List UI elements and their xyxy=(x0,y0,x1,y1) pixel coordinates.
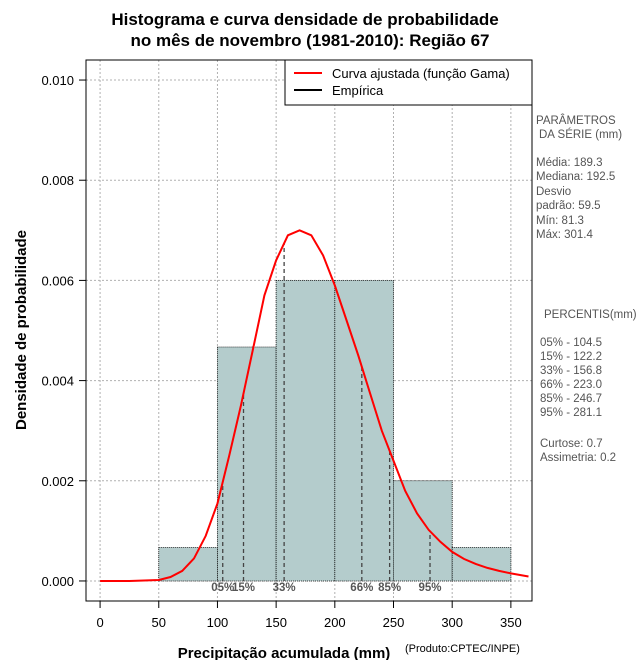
y-tick-label: 0.010 xyxy=(41,73,74,88)
x-tick-label: 50 xyxy=(152,615,166,630)
percentile-lines: 05%15% 33% 66% 85% 95% xyxy=(211,243,442,594)
params-title-1: PARÂMETROS xyxy=(536,114,616,127)
x-tick-label: 250 xyxy=(383,615,405,630)
stat-min: Mín: 81.3 xyxy=(536,215,584,227)
stat-desvio-2: padrão: 59.5 xyxy=(536,200,601,212)
stat-curtose: Curtose: 0.7 xyxy=(540,438,603,450)
percentile-label: 95% xyxy=(418,582,441,594)
stat-max: Máx: 301.4 xyxy=(536,229,593,241)
stats-panel: PARÂMETROS DA SÉRIE (mm) Média: 189.3 Me… xyxy=(536,114,637,464)
percentil-row: 33% - 156.8 xyxy=(540,365,602,377)
chart-title-line1: Histograma e curva densidade de probabil… xyxy=(111,10,498,29)
stat-media: Média: 189.3 xyxy=(536,157,603,169)
percentil-row: 95% - 281.1 xyxy=(540,407,602,419)
percentil-row: 05% - 104.5 xyxy=(540,337,602,349)
chart-title-line2: no mês de novembro (1981-2010): Região 6… xyxy=(130,31,489,50)
fitted-gamma-curve xyxy=(100,229,529,582)
histogram-bar xyxy=(451,547,512,582)
percentil-row: 15% - 122.2 xyxy=(540,351,602,363)
histogram-bars xyxy=(158,280,512,582)
x-tick-label: 100 xyxy=(207,615,229,630)
y-tick-label: 0.004 xyxy=(41,374,74,389)
x-tick-label: 350 xyxy=(500,615,522,630)
y-tick-label: 0.000 xyxy=(41,574,74,589)
product-credit: (Produto:CPTEC/INPE) xyxy=(405,643,520,655)
percentis-title: PERCENTIS(mm) xyxy=(544,309,637,321)
y-tick-label: 0.006 xyxy=(41,273,74,288)
percentile-label: 66% xyxy=(350,582,373,594)
legend: Curva ajustada (função Gama) Empírica xyxy=(284,59,533,106)
x-tick-label: 200 xyxy=(324,615,346,630)
params-title-2: DA SÉRIE (mm) xyxy=(539,128,622,141)
x-axis-title: Precipitação acumulada (mm) xyxy=(178,645,391,660)
percentil-row: 66% - 223.0 xyxy=(540,379,602,391)
histogram-bar xyxy=(334,280,394,582)
percentile-label: 85% xyxy=(378,582,401,594)
y-tick-label: 0.002 xyxy=(41,474,74,489)
y-tick-label: 0.008 xyxy=(41,173,74,188)
stat-desvio-1: Desvio xyxy=(536,186,571,198)
percentile-label: 33% xyxy=(273,582,296,594)
legend-box xyxy=(284,59,533,106)
histogram-bar xyxy=(393,480,453,582)
y-axis-title: Densidade de probabilidade xyxy=(13,230,30,430)
percentil-row: 85% - 246.7 xyxy=(540,393,602,405)
stat-assimetria: Assimetria: 0.2 xyxy=(540,452,616,464)
x-tick-label: 150 xyxy=(265,615,287,630)
legend-curve-label: Curva ajustada (função Gama) xyxy=(332,66,510,81)
y-axis: 0.000 0.002 0.004 0.006 0.008 0.010 xyxy=(41,73,87,589)
percentile-label: 15% xyxy=(232,582,255,594)
x-tick-label: 300 xyxy=(441,615,463,630)
histogram-bar xyxy=(275,280,336,582)
stat-mediana: Mediana: 192.5 xyxy=(536,171,615,183)
x-tick-label: 0 xyxy=(96,615,103,630)
x-axis: 0 50 100 150 200 250 300 350 xyxy=(96,600,522,630)
percentile-label: 05% xyxy=(211,582,234,594)
legend-empirical-label: Empírica xyxy=(332,83,384,98)
